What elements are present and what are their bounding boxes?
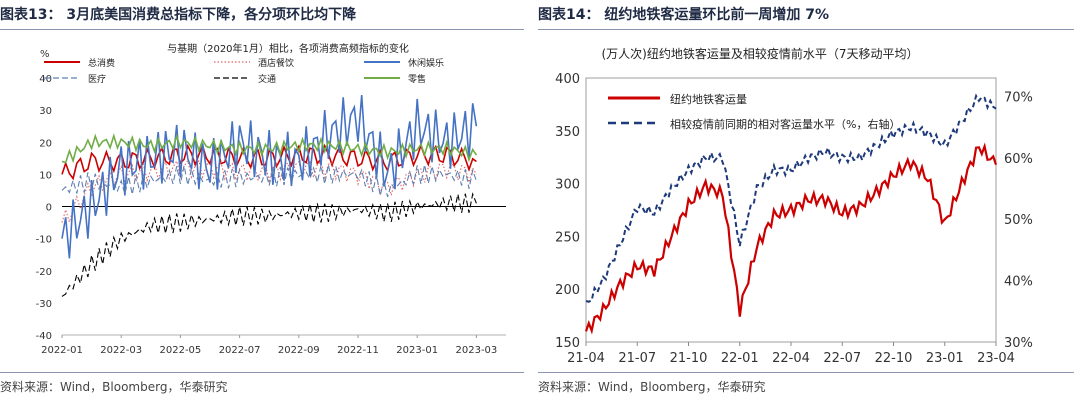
right-y2-tick-label: 30% bbox=[1004, 336, 1033, 351]
right-legend-label: 相较疫情前同期的相对客运量水平（%，右轴） bbox=[670, 117, 900, 131]
left-x-tick-label: 2022-07 bbox=[219, 345, 261, 356]
left-y-tick-label: 0 bbox=[46, 203, 52, 214]
right-x-tick-label: 22-10 bbox=[875, 351, 913, 366]
left-series-line bbox=[61, 95, 478, 259]
left-legend-label: 医疗 bbox=[88, 73, 106, 85]
left-x-tick-label: 2022-03 bbox=[100, 345, 142, 356]
right-chart-panel: 图表14： 纽约地铁客运量环比前一周增加 7% (万人次)纽约地铁客运量及相较疫… bbox=[538, 0, 1080, 405]
right-x-tick-label: 22-07 bbox=[823, 351, 861, 366]
right-y2-tick-label: 70% bbox=[1004, 90, 1033, 105]
right-x-tick-label: 23-01 bbox=[926, 351, 964, 366]
left-y-tick-label: 10 bbox=[39, 170, 52, 181]
left-y-tick-label: -20 bbox=[36, 267, 52, 278]
right-bottom-rule bbox=[538, 372, 1074, 373]
left-y-tick-label: 30 bbox=[39, 106, 52, 117]
left-chart: 与基期（2020年1月）相比，各项消费高频指标的变化% -40 -30 -20 -10 0… bbox=[36, 42, 506, 356]
right-panel-title: 图表14： 纽约地铁客运量环比前一周增加 7% bbox=[538, 7, 829, 23]
right-y-tick-label: 250 bbox=[555, 230, 580, 245]
left-chart-panel: 图表13： 3月底美国消费总指标下降，各分项环比均下降 与基期（2020年1月）… bbox=[0, 0, 530, 405]
left-legend-label: 酒店餐饮 bbox=[258, 57, 294, 69]
right-chart-title: (万人次)纽约地铁客运量及相较疫情前水平（7天移动平均） bbox=[601, 46, 918, 61]
right-y2-tick-label: 60% bbox=[1004, 152, 1033, 167]
right-y2-tick-label: 40% bbox=[1004, 275, 1033, 290]
left-series-line bbox=[61, 192, 477, 297]
left-y-tick-label: 20 bbox=[39, 138, 52, 149]
left-y-tick-label: 40 bbox=[39, 74, 52, 85]
left-legend-label: 休闲娱乐 bbox=[408, 57, 444, 69]
right-x-tick-label: 23-04 bbox=[977, 351, 1015, 366]
left-chart-title: 与基期（2020年1月）相比，各项消费高频指标的变化 bbox=[167, 42, 409, 55]
left-y-tick-label: -10 bbox=[36, 235, 52, 246]
left-top-rule bbox=[0, 29, 524, 30]
left-x-tick-label: 2022-05 bbox=[160, 345, 202, 356]
right-y-tick-label: 150 bbox=[555, 336, 580, 351]
left-source-note: 资料来源：Wind，Bloomberg，华泰研究 bbox=[0, 380, 228, 394]
left-x-tick-label: 2022-11 bbox=[337, 345, 379, 356]
left-legend-label: 交通 bbox=[258, 73, 276, 85]
right-x-tick-label: 21-10 bbox=[670, 351, 708, 366]
right-x-tick-label: 21-04 bbox=[567, 351, 605, 366]
left-series-line bbox=[61, 133, 478, 164]
right-y-tick-label: 200 bbox=[555, 283, 580, 298]
left-x-tick-label: 2023-03 bbox=[456, 345, 498, 356]
left-bottom-rule bbox=[0, 372, 524, 373]
left-y-tick-label: -40 bbox=[36, 331, 52, 342]
right-x-tick-label: 22-01 bbox=[721, 351, 759, 366]
right-legend-label: 纽约地铁客运量 bbox=[670, 92, 747, 106]
left-series-line bbox=[61, 164, 477, 198]
left-y-tick-label: -30 bbox=[36, 299, 52, 310]
left-x-tick-label: 2023-01 bbox=[396, 345, 438, 356]
left-y-unit: % bbox=[40, 49, 50, 60]
right-y-tick-label: 350 bbox=[555, 125, 580, 140]
right-x-tick-label: 22-04 bbox=[772, 351, 810, 366]
right-series-line bbox=[585, 93, 997, 303]
right-chart: (万人次)纽约地铁客运量及相较疫情前水平（7天移动平均） 150 200 250 300… bbox=[555, 46, 1033, 366]
right-y-tick-label: 300 bbox=[555, 178, 580, 193]
left-panel-title: 图表13： 3月底美国消费总指标下降，各分项环比均下降 bbox=[0, 7, 357, 23]
left-legend-label: 总消费 bbox=[88, 57, 115, 69]
left-legend-label: 零售 bbox=[408, 73, 426, 85]
left-x-tick-label: 2022-01 bbox=[41, 345, 83, 356]
right-y2-tick-label: 50% bbox=[1004, 213, 1033, 228]
right-y-tick-label: 400 bbox=[555, 72, 580, 87]
right-top-rule bbox=[538, 29, 1074, 30]
right-x-tick-label: 21-07 bbox=[618, 351, 656, 366]
left-x-tick-label: 2022-09 bbox=[278, 345, 320, 356]
right-source-note: 资料来源：Wind，Bloomberg，华泰研究 bbox=[538, 380, 766, 394]
right-series-line bbox=[584, 142, 998, 335]
